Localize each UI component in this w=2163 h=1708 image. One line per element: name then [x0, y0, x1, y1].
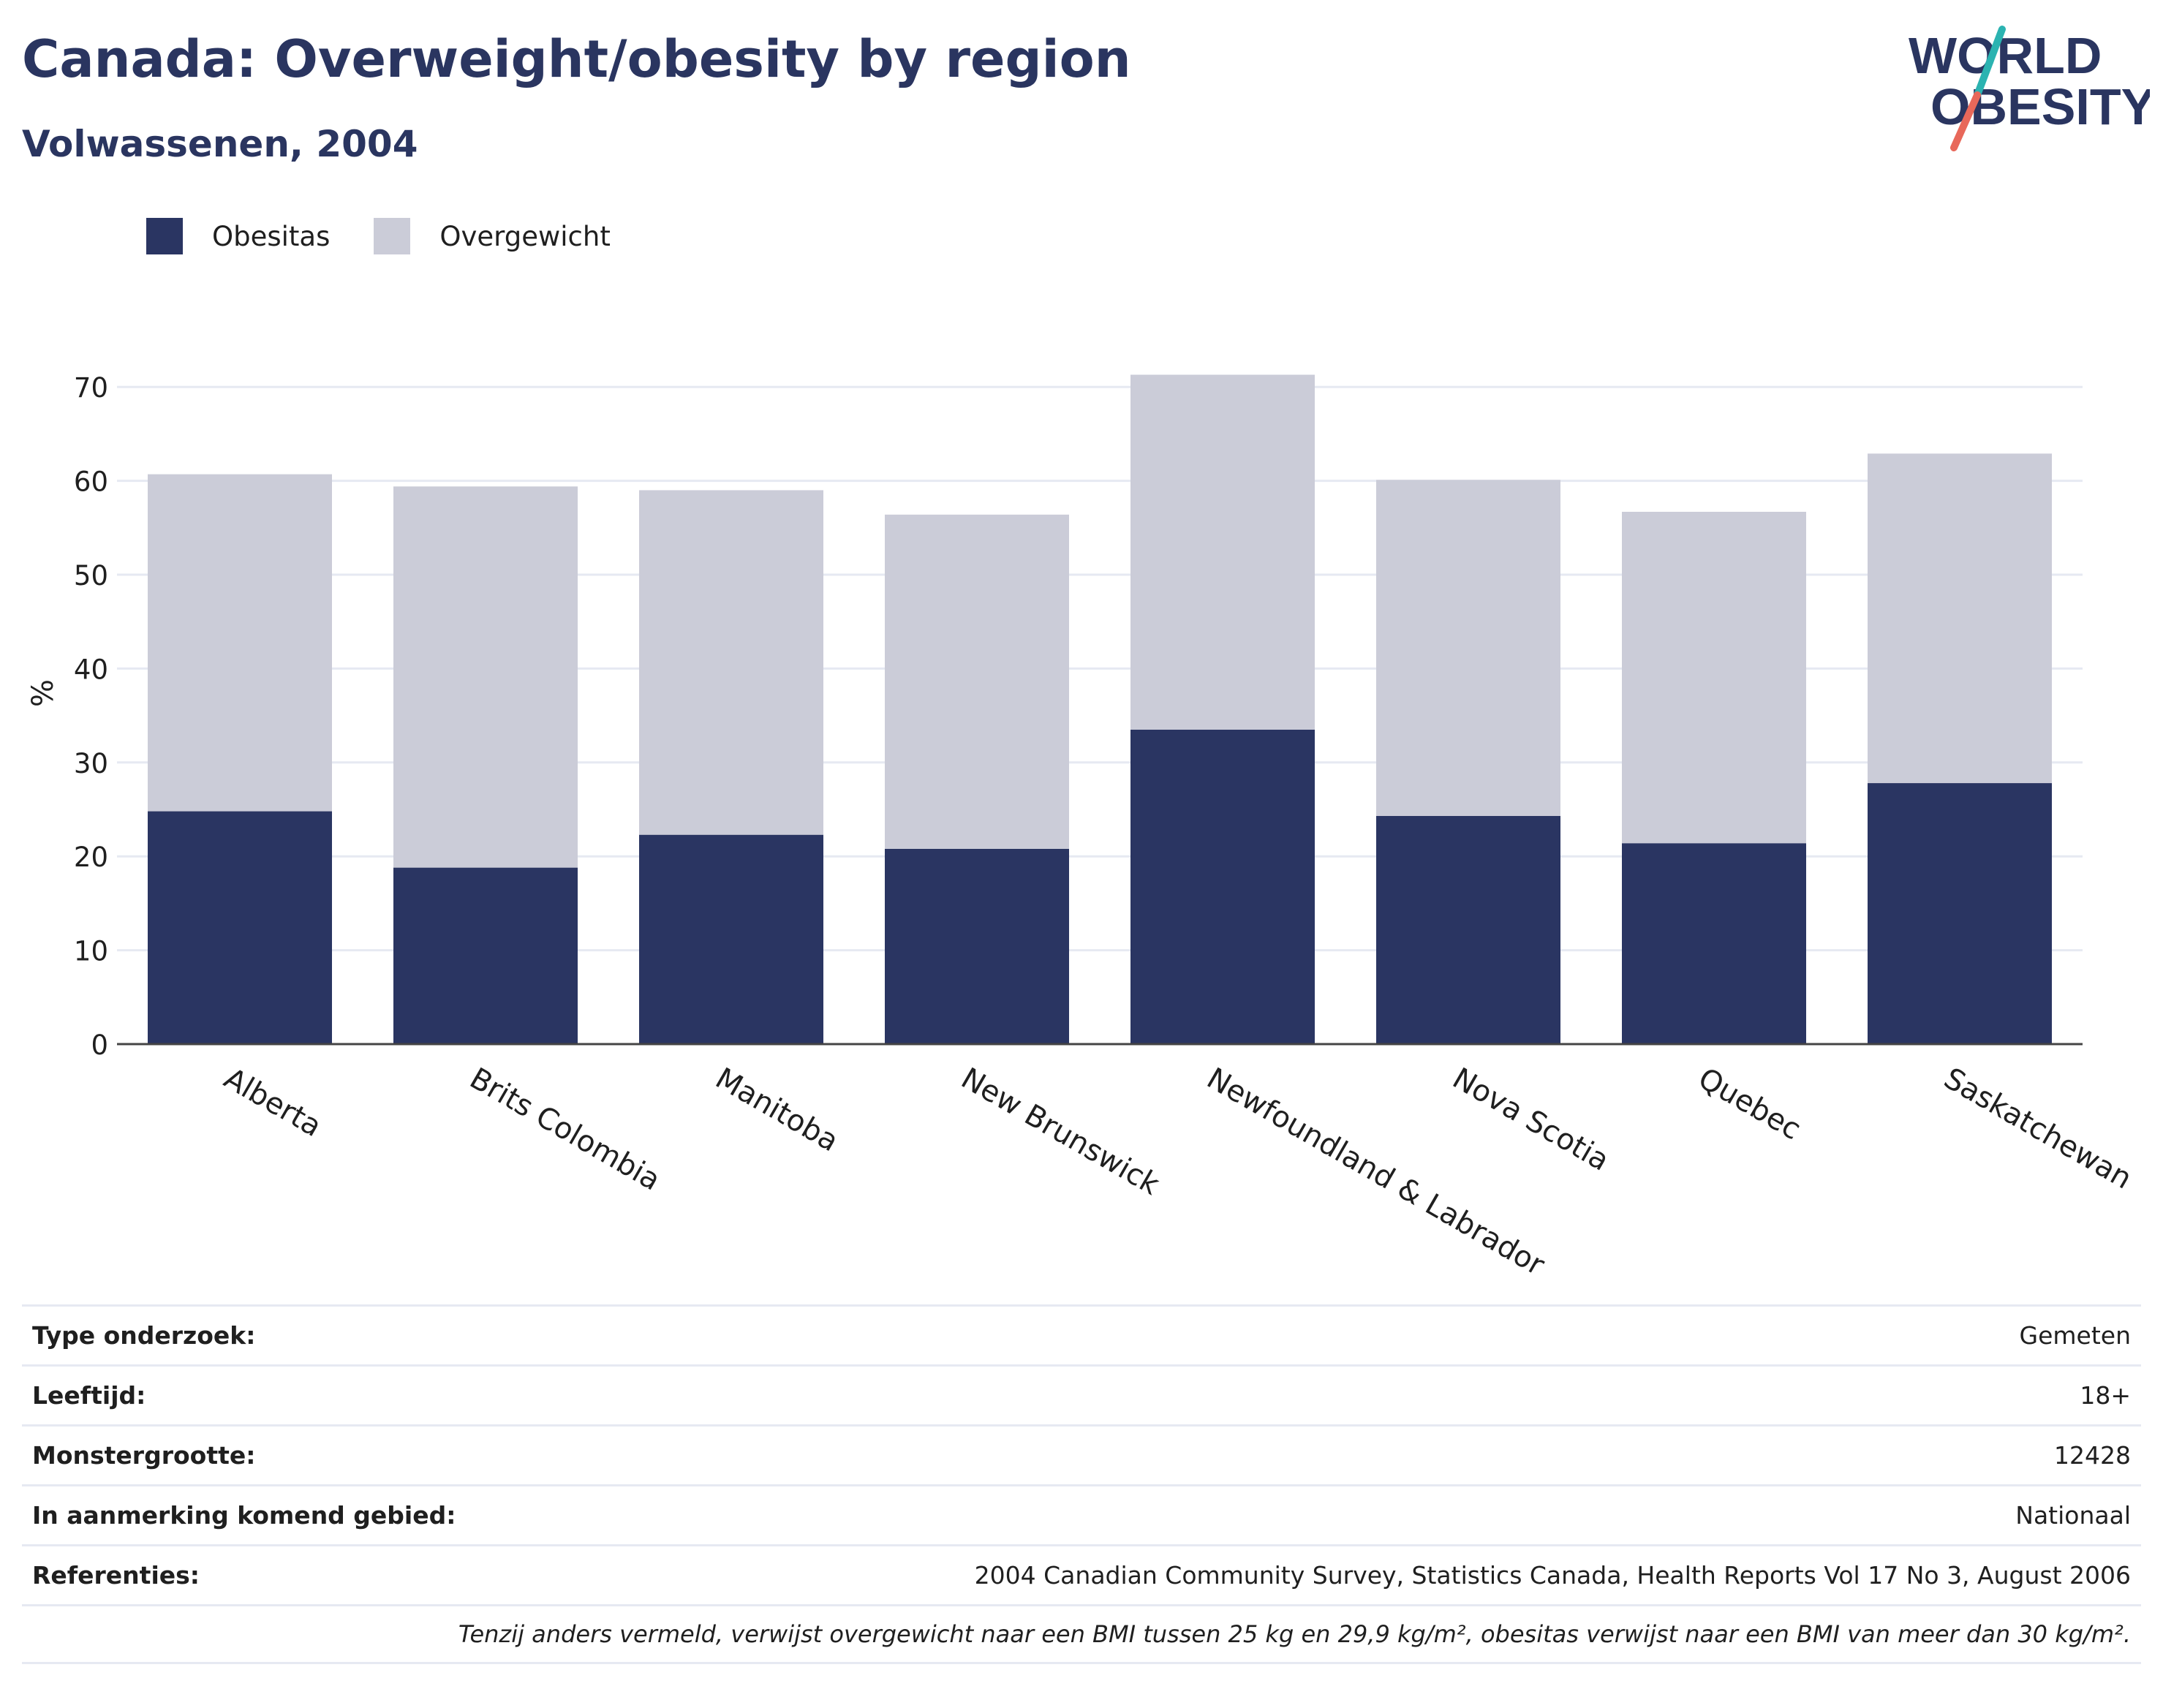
info-value: 2004 Canadian Community Survey, Statisti… [974, 1561, 2131, 1590]
y-tick-label: 0 [91, 1029, 108, 1061]
info-row-age: Leeftijd: 18+ [22, 1364, 2141, 1424]
legend-item-overgewicht[interactable]: Overgewicht [374, 218, 611, 254]
info-value: Nationaal [2015, 1501, 2131, 1530]
bar-overgewicht[interactable] [885, 514, 1069, 849]
bar-obesitas[interactable] [639, 834, 823, 1044]
y-tick-label: 60 [74, 466, 108, 498]
info-row-note: Tenzij anders vermeld, verwijst overgewi… [22, 1604, 2141, 1664]
bar-overgewicht[interactable] [148, 474, 332, 812]
legend-swatch-overgewicht [374, 218, 411, 254]
x-tick-label: Nova Scotia [1447, 1062, 1615, 1178]
info-label: In aanmerking komend gebied: [32, 1501, 456, 1530]
y-tick-label: 70 [74, 372, 108, 404]
y-axis-label: % [26, 679, 60, 707]
bar-obesitas[interactable] [148, 811, 332, 1044]
info-table: Type onderzoek: Gemeten Leeftijd: 18+ Mo… [22, 1304, 2141, 1664]
y-tick-label: 30 [74, 748, 108, 779]
bar-obesitas[interactable] [393, 867, 578, 1044]
y-tick-label: 40 [74, 654, 108, 685]
logo-text-world: WORLD [1909, 27, 2102, 84]
bar-overgewicht[interactable] [1622, 511, 1806, 844]
info-row-area: In aanmerking komend gebied: Nationaal [22, 1484, 2141, 1544]
info-row-sample-size: Monstergrootte: 12428 [22, 1424, 2141, 1484]
y-tick-label: 10 [74, 936, 108, 967]
chart-title: Canada: Overweight/obesity by region [22, 29, 1131, 89]
info-row-type: Type onderzoek: Gemeten [22, 1304, 2141, 1364]
legend-label-obesitas: Obesitas [212, 220, 331, 252]
x-tick-label: Alberta [219, 1062, 328, 1144]
info-value: 12428 [2054, 1441, 2131, 1470]
y-tick-label: 50 [74, 560, 108, 592]
logo-slash-top [1974, 26, 2006, 99]
chart-subtitle: Volwassenen, 2004 [22, 123, 418, 165]
legend-item-obesitas[interactable]: Obesitas [146, 218, 330, 254]
bar-chart: 0 10 20 30 40 50 60 70 Alberta Brits Colombia Mani… [26, 372, 2137, 1282]
bar-obesitas[interactable] [885, 848, 1069, 1044]
bars [148, 374, 2052, 1044]
chart-legend: Obesitas Overgewicht [146, 218, 654, 254]
info-value: 18+ [2080, 1381, 2131, 1410]
x-tick-label: Saskatchewan [1939, 1062, 2137, 1196]
y-tick-label: 20 [74, 842, 108, 873]
x-tick-label: Quebec [1693, 1062, 1807, 1147]
logo-slash-bottom [1950, 91, 1981, 151]
info-row-references: Referenties: 2004 Canadian Community Sur… [22, 1544, 2141, 1604]
bar-obesitas[interactable] [1376, 815, 1560, 1044]
bar-obesitas[interactable] [1622, 843, 1806, 1044]
bar-overgewicht[interactable] [639, 490, 823, 835]
bar-overgewicht[interactable] [1376, 480, 1560, 816]
bar-overgewicht[interactable] [1130, 374, 1315, 730]
axes: 0 10 20 30 40 50 60 70 Alberta Brits Colombia Mani… [74, 372, 2137, 1282]
bar-overgewicht[interactable] [393, 486, 578, 868]
info-value: Gemeten [2019, 1321, 2131, 1350]
info-label: Referenties: [32, 1561, 200, 1590]
bar-obesitas[interactable] [1130, 729, 1315, 1044]
bar-overgewicht[interactable] [1868, 453, 2052, 784]
info-label: Leeftijd: [32, 1381, 146, 1410]
info-label: Type onderzoek: [32, 1321, 256, 1350]
world-obesity-logo: WORLD OBESITY [1909, 26, 2150, 151]
x-tick-label: Manitoba [710, 1062, 845, 1159]
legend-swatch-obesitas [146, 218, 183, 254]
bar-obesitas[interactable] [1868, 783, 2052, 1044]
info-label: Monstergrootte: [32, 1441, 256, 1470]
definition-note: Tenzij anders vermeld, verwijst overgewi… [458, 1620, 2131, 1648]
x-tick-label: Brits Colombia [464, 1062, 666, 1198]
legend-label-overgewicht: Overgewicht [439, 220, 611, 252]
x-tick-label: New Brunswick [956, 1062, 1166, 1202]
